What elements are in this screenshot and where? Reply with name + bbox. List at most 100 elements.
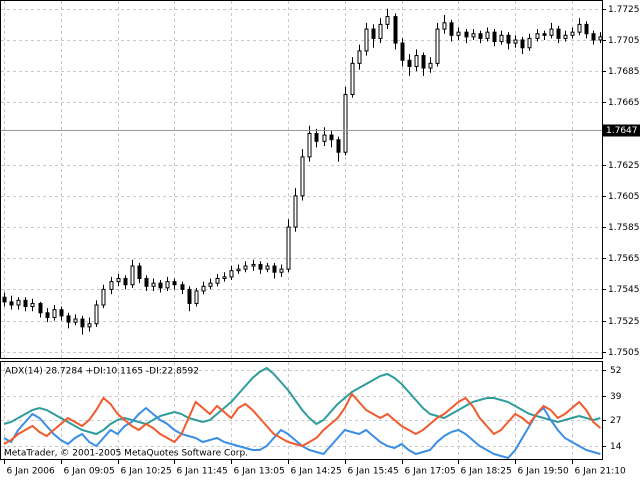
candle-body [9, 301, 14, 306]
y-tick-label: 1.7705 [608, 36, 640, 46]
indicator-frame [0, 361, 603, 460]
x-tick-label: 6 Jan 10:25 [121, 467, 172, 477]
candle-body [322, 134, 327, 142]
candle-body [371, 28, 376, 39]
candle-body [172, 281, 177, 286]
candle-body [563, 34, 568, 39]
y-tick-label: 14 [610, 442, 622, 452]
x-tick-label: 6 Jan 15:45 [348, 467, 399, 477]
candle-body [364, 28, 369, 52]
x-tick-label: 6 Jan 11:45 [177, 467, 228, 477]
y-tick-label: 39 [610, 392, 622, 402]
indicator-title: ADX(14) 28.7284 +DI:10.1165 -DI:22.8592 [5, 367, 199, 377]
y-tick-label: 1.7545 [608, 285, 640, 295]
candle-body [598, 36, 603, 41]
candle-body [215, 277, 220, 284]
x-tick-label: 6 Jan 21:10 [575, 467, 627, 477]
candle-body [222, 276, 227, 279]
candle-body [123, 277, 128, 286]
candle-body [45, 312, 50, 318]
y-tick-label: 1.7605 [608, 192, 640, 202]
candle-body [464, 31, 469, 38]
candle-body [286, 226, 291, 270]
candle-body [194, 290, 199, 304]
candle-body [471, 33, 476, 38]
candle-body [30, 302, 35, 308]
candle-body [435, 28, 440, 64]
watermark: MetaTrader, © 2001-2005 MetaQuotes Softw… [4, 449, 248, 459]
main-frame [0, 0, 603, 359]
candle-body [293, 195, 298, 228]
candle-body [428, 62, 433, 69]
candle-body [265, 265, 270, 270]
x-tick-label: 6 Jan 2006 [7, 467, 55, 477]
candle-body [251, 263, 256, 267]
candle-body [158, 282, 163, 289]
y-tick-label: 1.7585 [608, 223, 640, 233]
y-tick-label: 27 [610, 416, 621, 426]
candle-body [456, 31, 461, 36]
candle-body [556, 28, 561, 39]
candle-body [187, 288, 192, 304]
candle-body [130, 265, 135, 286]
candle-body [378, 23, 383, 39]
candle-body [66, 315, 71, 323]
x-tick-label: 6 Jan 18:25 [461, 467, 512, 477]
candle-body [506, 34, 511, 44]
y-tick-label: 1.7685 [608, 67, 640, 77]
candle-body [385, 16, 390, 25]
candle-body [478, 33, 483, 39]
candle-body [400, 42, 405, 61]
candle-body [272, 265, 277, 273]
candle-body [307, 133, 312, 158]
candle-body [101, 288, 106, 306]
candle-body [513, 39, 518, 44]
y-tick-label: 52 [610, 366, 621, 376]
candle-body [201, 285, 206, 292]
x-tick-label: 6 Jan 19:50 [518, 467, 570, 477]
candle-body [80, 318, 85, 328]
candle-body [449, 22, 454, 36]
candle-body [144, 277, 149, 287]
candle-body [336, 139, 341, 153]
candle-body [584, 23, 589, 35]
candle-body [151, 282, 156, 287]
x-tick-label: 6 Jan 13:05 [234, 467, 285, 477]
x-tick-label: 6 Jan 14:25 [291, 467, 342, 477]
candle-body [300, 156, 305, 197]
candle-body [520, 39, 525, 49]
y-tick-label: 1.7725 [608, 5, 640, 15]
candle-body [109, 281, 114, 290]
indicator-line [3, 392, 602, 448]
candle-body [2, 296, 7, 303]
candle-body [23, 299, 28, 308]
candle-body [208, 282, 213, 287]
x-tick-label: 6 Jan 17:05 [405, 467, 456, 477]
candle-body [357, 50, 362, 64]
y-tick-label: 1.7625 [608, 161, 640, 171]
candle-body [527, 37, 532, 49]
candle-body [492, 31, 497, 43]
candle-body [229, 270, 234, 278]
y-tick-label: 1.7665 [608, 98, 640, 108]
candle-body [258, 263, 263, 270]
candle-body [59, 309, 64, 317]
y-tick-label: 1.7525 [608, 317, 640, 327]
candle-body [236, 268, 241, 272]
candle-body [577, 23, 582, 33]
candle-body [442, 22, 447, 30]
y-tick-label: 1.7565 [608, 254, 640, 264]
candle-body [52, 309, 57, 318]
candle-body [116, 277, 121, 283]
candle-body [393, 16, 398, 44]
candle-body [499, 34, 504, 43]
candle-body [350, 62, 355, 96]
y-tick-label: 1.7505 [608, 348, 640, 358]
candle-body [535, 33, 540, 39]
candle-body [314, 133, 319, 142]
candle-body [485, 31, 490, 39]
current-price-label: 1.7647 [606, 126, 638, 136]
candle-body [407, 59, 412, 67]
candle-body [570, 31, 575, 36]
